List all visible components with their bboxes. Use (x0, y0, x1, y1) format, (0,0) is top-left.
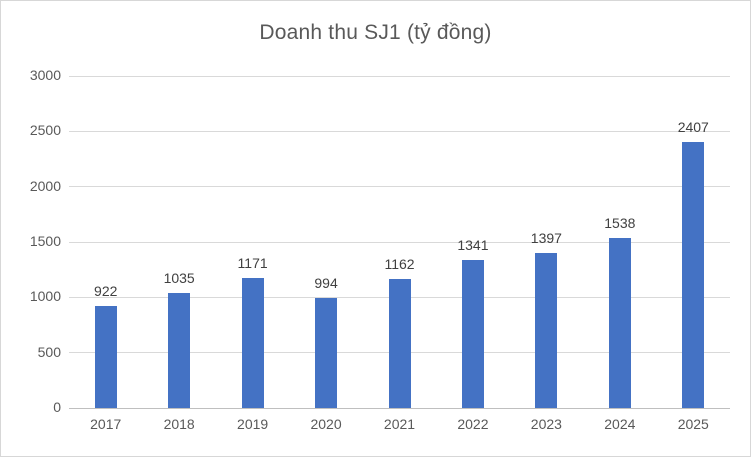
data-label-2022: 1341 (457, 236, 489, 253)
y-tick-label-500: 500 (37, 343, 61, 360)
x-tick-label-2021: 2021 (383, 416, 416, 432)
data-label-2017: 922 (94, 282, 118, 299)
x-tick-label-2025: 2025 (677, 416, 709, 432)
y-tick-label-0: 0 (53, 399, 61, 415)
chart-title: Doanh thu SJ1 (tỷ đồng) (259, 21, 492, 44)
bar-2018 (168, 293, 191, 408)
bar-2020 (315, 298, 338, 408)
gridline-3000 (69, 75, 730, 77)
y-tick-label-3000: 3000 (29, 67, 61, 83)
bar-2019 (241, 278, 264, 408)
y-tick-label-2000: 2000 (29, 177, 61, 194)
y-tick-label-2500: 2500 (29, 122, 61, 139)
x-tick-label-2024: 2024 (604, 416, 636, 432)
bar-2022 (461, 259, 484, 408)
gridline-2000 (69, 186, 730, 188)
bar-2025 (682, 141, 705, 408)
y-tick-label-1000: 1000 (29, 288, 61, 305)
x-tick-label-2020: 2020 (310, 416, 342, 432)
x-axis: 2017 2018 2019 2020 2021 2022 2023 2024 2025 (69, 416, 730, 436)
plot-area: 922 1035 1171 994 1162 1341 1397 1538 2407 (69, 75, 730, 409)
y-tick-label-1500: 1500 (29, 233, 61, 249)
data-label-2023: 1397 (530, 230, 562, 247)
x-tick-label-2019: 2019 (237, 416, 269, 432)
x-axis-line (69, 408, 730, 409)
x-tick-label-2017: 2017 (90, 416, 122, 432)
bar-2021 (388, 279, 411, 408)
data-label-2024: 1538 (604, 214, 636, 231)
data-label-2019: 1171 (237, 255, 268, 272)
bar-2017 (94, 305, 117, 408)
data-label-2025: 2407 (677, 118, 709, 135)
gridline-2500 (69, 130, 730, 132)
x-tick-label-2018: 2018 (163, 416, 195, 432)
gridline-1500 (69, 241, 730, 243)
x-tick-label-2022: 2022 (457, 416, 489, 432)
x-tick-label-2023: 2023 (530, 416, 562, 432)
bar-2024 (608, 237, 631, 408)
data-label-2020: 994 (314, 275, 338, 291)
y-axis: 0 500 1000 1500 2000 2500 3000 (1, 67, 61, 415)
bar-2023 (535, 253, 558, 408)
data-label-2018: 1035 (163, 270, 195, 287)
data-label-2021: 1162 (384, 256, 415, 273)
